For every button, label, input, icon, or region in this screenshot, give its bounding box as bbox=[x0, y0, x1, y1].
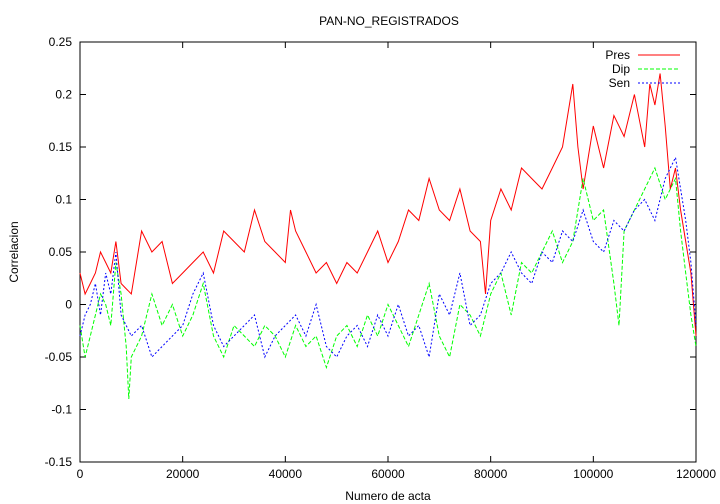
y-tick-label: -0.1 bbox=[51, 403, 72, 417]
x-tick-label: 40000 bbox=[269, 467, 303, 481]
series-layer bbox=[79, 73, 697, 400]
y-tick-label: -0.15 bbox=[45, 455, 73, 469]
y-tick-label: 0.15 bbox=[49, 140, 73, 154]
y-tick-label: 0.05 bbox=[49, 245, 73, 259]
legend-label-dip: Dip bbox=[612, 62, 630, 76]
series-line-pres bbox=[79, 73, 697, 337]
y-tick-label: 0.25 bbox=[49, 35, 73, 49]
x-tick-label: 100000 bbox=[573, 467, 613, 481]
series-line-dip bbox=[79, 166, 697, 400]
chart-title: PAN-NO_REGISTRADOS bbox=[319, 14, 459, 28]
y-tick-label: 0.1 bbox=[55, 193, 72, 207]
y-tick-label: 0.2 bbox=[55, 88, 72, 102]
x-tick-label: 0 bbox=[77, 467, 84, 481]
x-tick-label: 20000 bbox=[166, 467, 200, 481]
series-line-sen bbox=[79, 155, 697, 359]
y-tick-label: -0.05 bbox=[45, 350, 73, 364]
y-axis-title: Correlacion bbox=[7, 221, 21, 282]
legend-label-sen: Sen bbox=[609, 76, 630, 90]
axis-ticks: 0 20000 40000 60000 80000 100000 120000 -0.15 -0… bbox=[45, 35, 717, 481]
y-tick-label: 0 bbox=[65, 298, 72, 312]
x-tick-label: 120000 bbox=[676, 467, 716, 481]
legend-label-pres: Pres bbox=[605, 48, 630, 62]
x-axis-title: Numero de acta bbox=[345, 489, 431, 503]
x-tick-label: 80000 bbox=[474, 467, 508, 481]
plot-frame bbox=[79, 41, 697, 463]
x-tick-label: 60000 bbox=[371, 467, 405, 481]
